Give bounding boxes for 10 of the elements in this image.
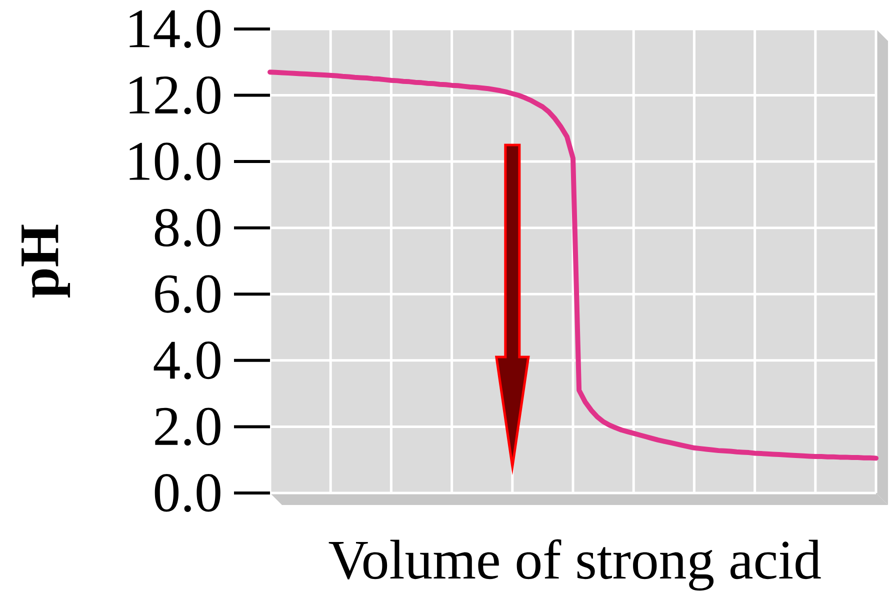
- y-tick-label: 6.0: [155, 275, 220, 314]
- y-tick-label: 0.0: [154, 474, 220, 512]
- y-tick-label: 8.0: [154, 208, 220, 247]
- y-tick-label: 4.0: [154, 341, 220, 380]
- y-tick-label: 10.0: [130, 142, 220, 181]
- y-tick-label: 2.0: [155, 408, 220, 446]
- y-axis-title: pH: [22, 224, 70, 298]
- x-axis-title: Volume of strong acid: [328, 539, 821, 591]
- y-tick-label: 12.0: [130, 76, 220, 114]
- y-tick-label: 14.0: [130, 10, 220, 48]
